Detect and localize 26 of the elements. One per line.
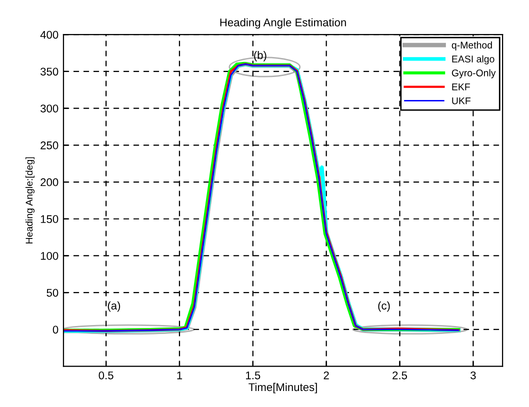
chart-title: Heading Angle Estimation <box>220 18 346 29</box>
x-tick-label: 2.5 <box>392 371 408 380</box>
x-axis-title: Time[Minutes] <box>248 382 317 394</box>
x-tick-label: 1.5 <box>246 372 260 380</box>
x-tick-label: 0.5 <box>98 371 114 380</box>
annotation: (a) <box>108 301 120 312</box>
y-axis-title: Heading Angle:[deg] <box>25 157 35 244</box>
y-tick-label: 50 <box>46 288 58 297</box>
legend-label: EKF <box>452 84 470 90</box>
y-tick-label: 400 <box>40 30 58 39</box>
x-tick-label: 3 <box>470 371 476 380</box>
y-tick-label: 0 <box>52 326 58 334</box>
y-tick-label: 150 <box>40 215 58 224</box>
y-tick-label: 100 <box>40 252 58 260</box>
legend-label: EASI algo <box>452 55 494 64</box>
y-tick-label: 250 <box>40 141 58 150</box>
legend-label: Gyro-Only <box>452 69 496 78</box>
annotation: (b) <box>254 50 266 62</box>
x-tick-label: 2 <box>324 371 329 380</box>
legend-label: UKF <box>452 97 471 104</box>
y-tick-label: 200 <box>40 178 58 186</box>
legend-label: q-Method <box>452 41 492 50</box>
x-tick-label: 1 <box>177 372 182 380</box>
y-tick-label: 300 <box>40 104 58 112</box>
annotation: (c) <box>378 301 390 312</box>
y-tick-label: 350 <box>40 68 58 76</box>
